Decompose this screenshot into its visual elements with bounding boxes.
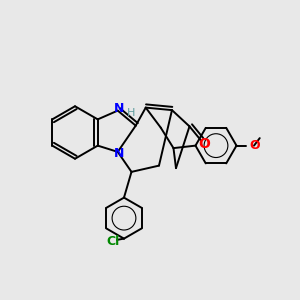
- Text: H: H: [127, 108, 135, 118]
- Text: O: O: [199, 137, 210, 151]
- Text: Cl: Cl: [106, 235, 119, 248]
- Text: N: N: [114, 147, 124, 161]
- Text: O: O: [249, 139, 260, 152]
- Text: N: N: [114, 102, 124, 116]
